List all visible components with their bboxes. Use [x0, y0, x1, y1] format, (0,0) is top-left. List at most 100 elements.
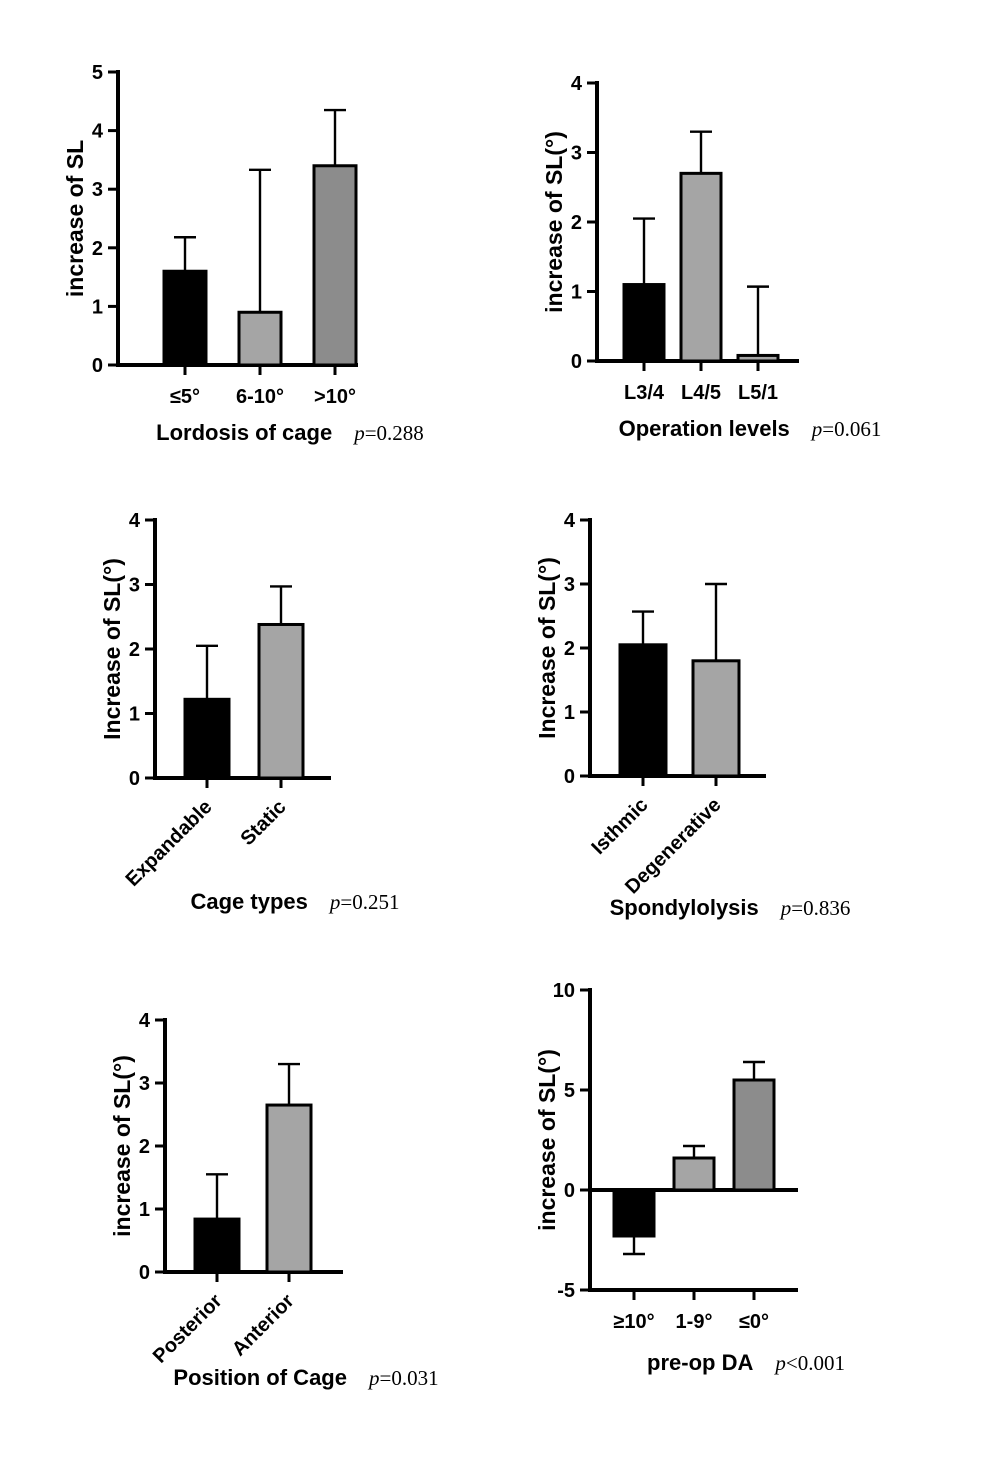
- x-tick-label: >10°: [314, 386, 356, 408]
- chart-title: Spondylolysis p=0.836: [610, 895, 851, 920]
- y-tick-label: 4: [129, 510, 141, 532]
- bar: [622, 283, 666, 363]
- y-tick-label: 2: [139, 1136, 150, 1158]
- y-tick-label: 3: [564, 574, 575, 596]
- bar: [257, 622, 305, 780]
- bar-chart-svg: 0 1 2 3 4 L3/4 L4/5 L5/1 increase of SL(°) Operat…: [541, 73, 882, 441]
- p-value-number: =0.061: [822, 417, 881, 441]
- chart-title: Lordosis of cage p=0.288: [156, 420, 424, 445]
- chart-title: Operation levels p=0.061: [619, 416, 882, 441]
- bar-chart-svg: 0 1 2 3 4 Posterior Anterior increase of SL(°) P…: [109, 1010, 439, 1390]
- chart-pre-op-da: -5 0 5 10 ≥10° 1-9° ≤0° increase of SL(°) pre-op…: [495, 962, 965, 1452]
- x-tick-label: 6-10°: [236, 386, 284, 408]
- p-value-symbol: p: [352, 421, 365, 445]
- bar: [691, 659, 741, 778]
- x-tick-label: Expandable: [122, 796, 217, 891]
- y-axis-title: increase of SL: [62, 140, 88, 297]
- y-tick-label: -5: [557, 1280, 575, 1302]
- chart-cage-types: 0 1 2 3 4 Expandable Static Increase of SL(°) Ca…: [73, 495, 543, 985]
- y-tick-label: 2: [564, 638, 575, 660]
- p-value-symbol: p: [810, 417, 823, 441]
- bar: [618, 643, 668, 778]
- p-value-number: =0.031: [379, 1366, 438, 1390]
- x-tick-label: L4/5: [681, 382, 721, 404]
- p-value-number: =0.251: [340, 890, 399, 914]
- bar: [612, 1188, 656, 1238]
- y-axis-title: Increase of SL(°): [534, 557, 560, 739]
- chart-title-text: Lordosis of cage: [156, 420, 332, 445]
- y-tick-label: 0: [564, 766, 575, 788]
- y-tick-label: 2: [92, 238, 103, 260]
- x-tick-label: Isthmic: [587, 794, 652, 859]
- x-tick-label: Static: [236, 796, 290, 850]
- y-tick-label: 4: [564, 510, 576, 532]
- y-tick-label: 0: [564, 1180, 575, 1202]
- bar: [193, 1217, 241, 1274]
- chart-title-text: Operation levels: [619, 416, 790, 441]
- y-tick-label: 1: [564, 702, 575, 724]
- y-tick-label: 3: [139, 1073, 150, 1095]
- chart-position-of-cage: 0 1 2 3 4 Posterior Anterior increase of SL(°) P…: [83, 995, 553, 1460]
- x-tick-label: 1-9°: [676, 1311, 713, 1333]
- x-tick-label: ≤5°: [170, 386, 200, 408]
- p-value-symbol: p: [773, 1351, 786, 1375]
- x-tick-label: ≥10°: [613, 1311, 654, 1333]
- chart-lordosis-of-cage: 0 1 2 3 4 5 ≤5° 6-10° >10° increase of SL Lordosis…: [35, 50, 505, 540]
- bar: [312, 164, 358, 367]
- bar: [265, 1103, 313, 1274]
- y-tick-label: 1: [129, 704, 140, 726]
- y-tick-label: 0: [571, 351, 582, 373]
- x-tick-label: L5/1: [738, 382, 778, 404]
- chart-title: Cage types p=0.251: [191, 889, 400, 914]
- x-tick-label: Anterior: [228, 1290, 299, 1361]
- chart-spondylolysis: 0 1 2 3 4 Isthmic Degenerative Increase of SL(°…: [505, 495, 975, 985]
- bar-chart-svg: 0 1 2 3 4 Expandable Static Increase of SL(°) Ca…: [99, 510, 400, 914]
- bar-chart-svg: 0 1 2 3 4 5 ≤5° 6-10° >10° increase of SL Lordosis…: [62, 62, 424, 445]
- chart-title-text: Position of Cage: [173, 1365, 347, 1390]
- chart-title: pre-op DA p<0.001: [647, 1350, 845, 1375]
- p-value-number: <0.001: [786, 1351, 845, 1375]
- y-tick-label: 5: [564, 1080, 575, 1102]
- y-tick-label: 0: [129, 768, 140, 790]
- bar: [162, 269, 208, 367]
- bar: [736, 353, 780, 363]
- y-tick-label: 1: [92, 296, 103, 318]
- y-tick-label: 3: [92, 179, 103, 201]
- y-tick-label: 4: [571, 73, 583, 95]
- y-tick-label: 0: [92, 355, 103, 377]
- y-axis-title: increase of SL(°): [109, 1055, 135, 1237]
- y-tick-label: 2: [571, 212, 582, 234]
- chart-title: Position of Cage p=0.031: [173, 1365, 438, 1390]
- y-axis-title: increase of SL(°): [534, 1049, 560, 1231]
- y-tick-label: 4: [92, 121, 104, 143]
- bar-chart-svg: -5 0 5 10 ≥10° 1-9° ≤0° increase of SL(°) pre-op…: [534, 980, 845, 1375]
- p-value-number: =0.836: [791, 896, 850, 920]
- chart-title-text: Cage types: [191, 889, 308, 914]
- y-tick-label: 3: [571, 143, 582, 165]
- p-value-symbol: p: [328, 890, 341, 914]
- x-tick-label: L3/4: [624, 382, 665, 404]
- p-value-number: =0.288: [365, 421, 424, 445]
- y-tick-label: 5: [92, 62, 103, 84]
- p-value-symbol: p: [367, 1366, 380, 1390]
- bar: [679, 171, 723, 363]
- y-tick-label: 2: [129, 639, 140, 661]
- chart-title-text: pre-op DA: [647, 1350, 753, 1375]
- bar: [732, 1078, 776, 1192]
- x-tick-label: ≤0°: [739, 1311, 769, 1333]
- y-tick-label: 0: [139, 1262, 150, 1284]
- chart-title-text: Spondylolysis: [610, 895, 759, 920]
- y-axis-title: Increase of SL(°): [99, 558, 125, 740]
- bar: [672, 1156, 716, 1192]
- y-tick-label: 10: [553, 980, 575, 1002]
- y-tick-label: 1: [571, 282, 582, 304]
- y-axis-title: increase of SL(°): [541, 131, 567, 313]
- p-value-symbol: p: [779, 896, 792, 920]
- bar: [183, 697, 231, 780]
- y-tick-label: 4: [139, 1010, 151, 1032]
- y-tick-label: 1: [139, 1199, 150, 1221]
- chart-operation-levels: 0 1 2 3 4 L3/4 L4/5 L5/1 increase of SL(°) Operat…: [505, 55, 975, 545]
- bar: [237, 310, 283, 367]
